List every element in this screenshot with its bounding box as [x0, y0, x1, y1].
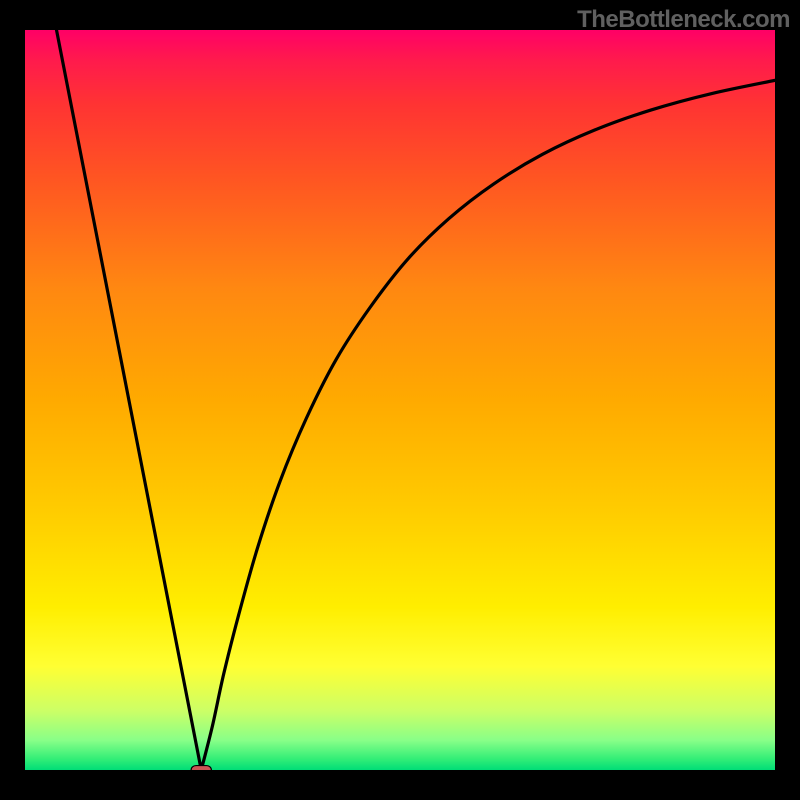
watermark-text: TheBottleneck.com	[577, 6, 790, 34]
plot-area	[25, 30, 775, 770]
chart-container: TheBottleneck.com	[0, 0, 800, 800]
plot-svg	[25, 30, 775, 770]
gradient-background	[25, 30, 775, 770]
optimal-marker	[191, 766, 211, 770]
